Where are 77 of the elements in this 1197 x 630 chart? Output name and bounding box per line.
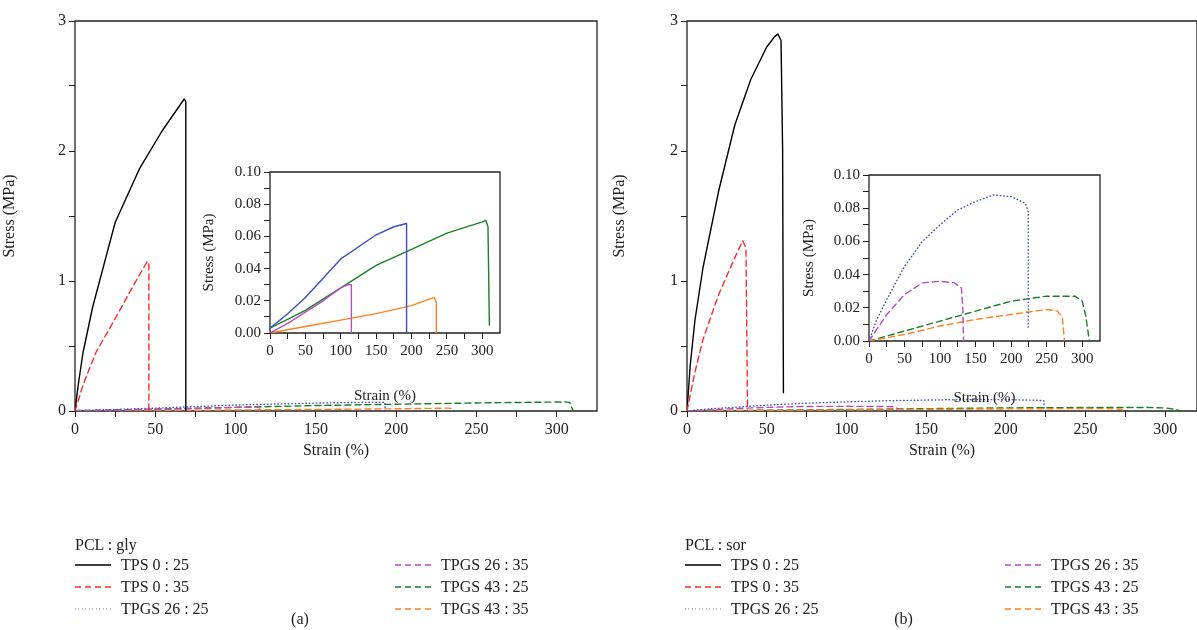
- legend-label: TPGS 26 : 25: [731, 600, 819, 618]
- legend-label: TPGS 43 : 25: [441, 578, 529, 596]
- x-axis-title: Strain (%): [353, 386, 417, 404]
- x-tick-label: 50: [897, 349, 913, 366]
- line-series: [869, 308, 1066, 341]
- legend-label: TPS 0 : 35: [731, 578, 800, 596]
- y-tick-label: 2: [670, 141, 678, 159]
- x-tick-label: 200: [384, 419, 409, 437]
- x-tick-label: 100: [329, 341, 353, 358]
- y-axis-title: Stress (MPa): [609, 174, 628, 258]
- legend-label: TPS 0 : 25: [731, 556, 800, 574]
- y-tick-label: 0.02: [234, 291, 261, 308]
- y-tick-label: 0.06: [833, 232, 861, 249]
- y-tick-label: 3: [670, 11, 678, 29]
- x-axis-title: Strain (%): [953, 388, 1016, 406]
- x-tick-label: 150: [364, 341, 388, 358]
- x-tick-label: 300: [544, 419, 569, 437]
- y-axis-title: Stress (MPa): [0, 174, 18, 258]
- x-tick-label: 50: [147, 419, 164, 437]
- legend-label: TPS 0 : 25: [121, 556, 190, 574]
- y-tick-label: 0.10: [833, 165, 860, 182]
- y-tick-label: 0.08: [833, 199, 860, 216]
- x-tick-label: 300: [471, 341, 494, 358]
- x-axis-title: Strain (%): [908, 440, 976, 459]
- x-tick-label: 250: [1073, 419, 1098, 437]
- y-tick-label: 0: [670, 401, 678, 419]
- x-tick-label: 200: [999, 349, 1023, 366]
- legend-label: TPGS 43 : 25: [1051, 578, 1139, 596]
- y-axis-title: Stress (MPa): [799, 219, 817, 297]
- x-tick-label: 150: [964, 349, 987, 366]
- x-tick-label: 0: [683, 419, 691, 437]
- line-series: [687, 240, 749, 411]
- legend-label: TPGS 26 : 25: [121, 600, 209, 618]
- y-tick-label: 0.08: [234, 195, 261, 212]
- y-tick-label: 1: [58, 271, 66, 289]
- line-series: [869, 295, 1091, 341]
- text: (b): [894, 610, 913, 627]
- x-tick-label: 0: [266, 341, 274, 358]
- x-tick-label: 0: [865, 349, 873, 366]
- x-tick-label: 100: [223, 419, 248, 437]
- y-tick-label: 1: [670, 271, 678, 289]
- y-tick-label: 0.00: [833, 331, 860, 348]
- x-tick-label: 200: [400, 341, 423, 358]
- x-tick-label: 50: [758, 419, 775, 437]
- y-axis-title: Stress (MPa): [199, 213, 217, 292]
- x-tick-label: 150: [914, 419, 939, 437]
- line-series: [869, 280, 965, 341]
- x-tick-label: 250: [435, 341, 459, 358]
- y-tick-label: 0.04: [234, 259, 262, 276]
- line-series: [75, 260, 150, 411]
- y-tick-label: 2: [58, 141, 66, 159]
- x-tick-label: 300: [1153, 419, 1178, 437]
- x-tick-label: 0: [71, 419, 79, 437]
- x-tick-label: 150: [303, 419, 328, 437]
- legend-label: TPGS 43 : 35: [1051, 600, 1139, 618]
- y-tick-label: 0.04: [833, 265, 861, 282]
- y-tick-label: 0.10: [234, 162, 261, 179]
- legend-label: TPGS 43 : 35: [441, 600, 529, 618]
- legend-label: TPGS 26 : 35: [441, 556, 529, 574]
- legend-label: TPS 0 : 35: [121, 578, 190, 596]
- x-tick-label: 300: [1070, 349, 1094, 366]
- legend-label: TPGS 26 : 35: [1051, 556, 1139, 574]
- legend-title: PCL : sor: [685, 536, 747, 554]
- y-tick-label: 0.00: [234, 323, 261, 340]
- legend-title: PCL : gly: [75, 536, 138, 554]
- x-tick-label: 100: [928, 349, 952, 366]
- x-tick-label: 250: [464, 419, 489, 437]
- y-tick-label: 0: [58, 401, 66, 419]
- x-tick-label: 100: [834, 419, 859, 437]
- x-tick-label: 250: [1035, 349, 1058, 366]
- x-tick-label: 200: [993, 419, 1018, 437]
- x-tick-label: 50: [297, 341, 313, 358]
- y-tick-label: 0.02: [833, 298, 860, 315]
- x-axis-title: Strain (%): [302, 440, 370, 459]
- text: (a): [291, 610, 309, 627]
- y-tick-label: 0.06: [234, 227, 262, 244]
- y-tick-label: 3: [58, 11, 66, 29]
